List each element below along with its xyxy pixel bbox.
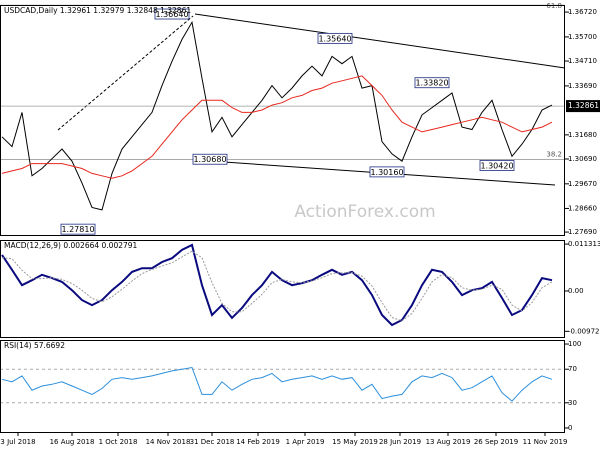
last-price-label: 1.32861 [568,101,599,110]
y-tick-label: 0 [568,424,572,432]
series-line [1,243,553,327]
x-tick-label: 28 Jun 2019 [379,438,421,446]
panel-frame [0,340,565,433]
annotation-label: 1.30680 [193,155,226,164]
y-tick-label: 1.27690 [568,228,597,236]
annotation-box [479,160,515,171]
x-tick-label: 15 May 2019 [332,438,378,446]
series-line [1,250,553,322]
level-label: 61.8 [546,2,562,10]
series-line [1,20,553,211]
y-tick-label: 1.35700 [568,33,597,41]
annotation-box [369,166,405,178]
annotation-box [154,8,190,20]
y-tick-label: 1.34710 [568,57,597,65]
panel-title: USDCAD,Daily 1.32961 1.32979 1.32848 1.3… [4,6,191,15]
last-price-box [566,100,600,113]
series-line [1,75,553,179]
annotation-label: 1.27810 [61,225,94,234]
trend-line [57,15,194,131]
x-tick-label: 1 Apr 2019 [286,438,325,446]
panel-title: RSI(14) 57.6692 [4,341,65,350]
x-tick-label: 11 Nov 2019 [523,438,568,446]
y-tick-label: 1.33690 [568,82,597,90]
series-line [1,366,553,402]
x-tick-label: 13 Aug 2019 [426,438,471,446]
annotation-label: 1.33820 [415,79,448,88]
x-tick-label: 1 Oct 2018 [99,438,138,446]
x-tick-label: 26 Sep 2019 [474,438,518,446]
y-tick-label: 1.30690 [568,155,597,163]
panel-title: MACD(12,26,9) 0.002664 0.002791 [4,241,138,250]
y-tick-label: 100 [568,340,581,348]
y-tick-label: 1.29670 [568,180,597,188]
panel-frame [0,240,565,338]
x-tick-label: 31 Dec 2018 [190,438,235,446]
annotation-box [414,77,450,89]
y-tick-label: 0.00 [568,287,584,295]
level-label: 38.2 [546,150,562,158]
annotation-label: 1.35640 [318,34,351,43]
x-tick-label: 3 Jul 2018 [0,438,35,446]
y-tick-label: 0.011313 [568,240,600,248]
x-tick-label: 14 Nov 2018 [146,438,191,446]
annotation-box [317,32,353,44]
annotation-label: 1.30160 [370,168,403,177]
y-tick-label: 70 [568,365,577,373]
annotation-label: 1.30420 [480,162,513,171]
y-tick-label: 1.31680 [568,131,597,139]
watermark: ActionForex.com [294,202,435,222]
annotation-box [192,153,228,165]
annotation-box [60,223,96,235]
y-tick-label: 30 [568,399,577,407]
y-tick-label: -0.009729 [568,327,600,335]
x-tick-label: 16 Aug 2018 [50,438,95,446]
x-tick-label: 14 Feb 2019 [236,438,280,446]
trend-line [194,13,566,69]
annotation-label: 1.36640 [155,10,188,19]
panel-frame [0,5,565,236]
y-tick-label: 1.28660 [568,204,597,212]
y-tick-label: 1.36720 [568,8,597,16]
